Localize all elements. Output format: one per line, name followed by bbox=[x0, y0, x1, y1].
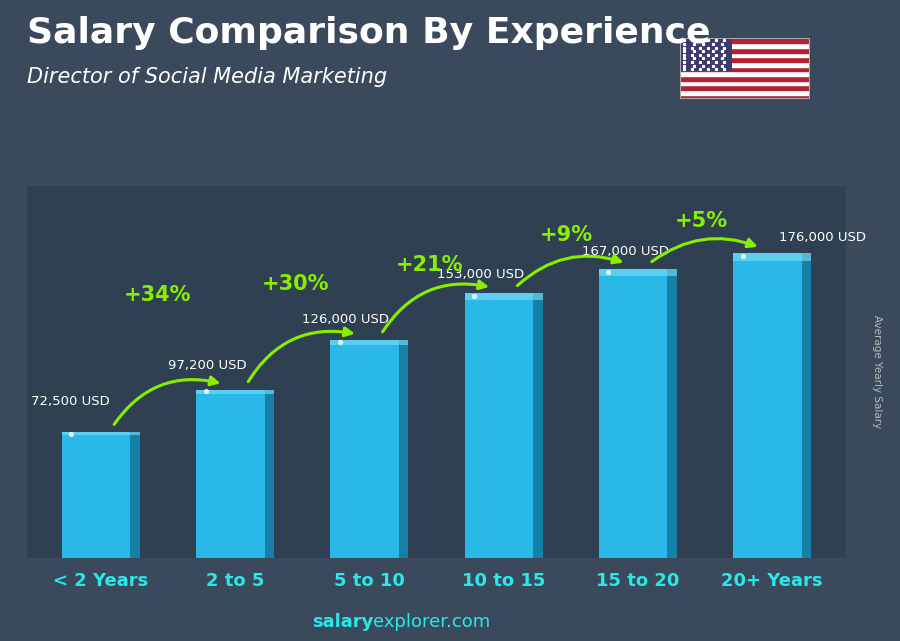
Text: +30%: +30% bbox=[262, 274, 329, 294]
Bar bbox=[599, 269, 677, 558]
Point bbox=[467, 290, 482, 301]
Bar bbox=[680, 53, 810, 57]
Point bbox=[333, 337, 347, 347]
Bar bbox=[130, 432, 140, 558]
Bar bbox=[734, 253, 811, 558]
Bar bbox=[399, 340, 409, 558]
Bar bbox=[680, 85, 810, 90]
FancyArrowPatch shape bbox=[114, 377, 218, 424]
Bar bbox=[464, 293, 543, 558]
Text: 97,200 USD: 97,200 USD bbox=[168, 359, 247, 372]
Text: +21%: +21% bbox=[396, 255, 464, 275]
Bar bbox=[680, 71, 810, 76]
FancyArrowPatch shape bbox=[518, 255, 620, 286]
Bar bbox=[734, 253, 811, 261]
Text: 176,000 USD: 176,000 USD bbox=[778, 231, 866, 244]
Bar bbox=[330, 340, 409, 558]
Text: 126,000 USD: 126,000 USD bbox=[302, 313, 389, 326]
Bar bbox=[265, 390, 274, 558]
Point bbox=[735, 251, 750, 262]
Bar bbox=[802, 253, 811, 558]
Bar bbox=[680, 38, 732, 71]
Bar bbox=[680, 81, 810, 85]
Text: Director of Social Media Marketing: Director of Social Media Marketing bbox=[27, 67, 387, 87]
FancyArrowPatch shape bbox=[382, 281, 486, 332]
Text: +34%: +34% bbox=[123, 285, 191, 305]
Point bbox=[64, 428, 78, 438]
Bar bbox=[680, 43, 810, 48]
Point bbox=[601, 267, 616, 277]
Text: +9%: +9% bbox=[540, 226, 593, 246]
Text: 153,000 USD: 153,000 USD bbox=[436, 268, 524, 281]
Bar bbox=[680, 90, 810, 95]
Bar bbox=[464, 293, 543, 300]
Bar bbox=[680, 62, 810, 67]
Text: 167,000 USD: 167,000 USD bbox=[581, 246, 669, 258]
Text: Salary Comparison By Experience: Salary Comparison By Experience bbox=[27, 16, 710, 50]
Bar bbox=[62, 432, 140, 558]
Bar bbox=[668, 269, 677, 558]
Bar bbox=[680, 38, 810, 43]
Bar bbox=[680, 76, 810, 81]
Bar bbox=[196, 390, 274, 558]
Bar bbox=[680, 48, 810, 53]
Bar bbox=[680, 67, 810, 71]
FancyArrowPatch shape bbox=[652, 238, 755, 262]
Bar bbox=[196, 390, 274, 394]
Bar bbox=[62, 432, 140, 435]
Point bbox=[198, 386, 212, 396]
Text: +5%: +5% bbox=[674, 210, 727, 231]
Bar bbox=[680, 95, 810, 99]
Bar bbox=[599, 269, 677, 276]
Bar bbox=[680, 57, 810, 62]
Text: 72,500 USD: 72,500 USD bbox=[31, 395, 110, 408]
FancyArrowPatch shape bbox=[248, 328, 352, 381]
Text: salary: salary bbox=[312, 613, 373, 631]
Text: Average Yearly Salary: Average Yearly Salary bbox=[872, 315, 883, 428]
Bar bbox=[533, 293, 543, 558]
Bar bbox=[330, 340, 409, 345]
Text: explorer.com: explorer.com bbox=[374, 613, 491, 631]
